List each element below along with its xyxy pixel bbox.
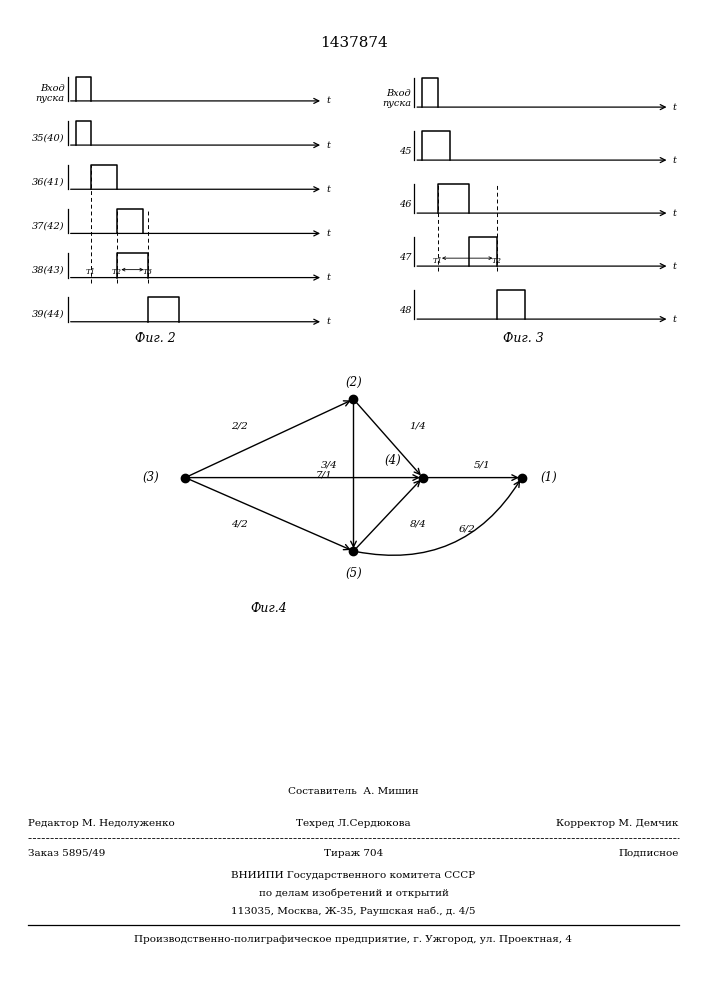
Text: 38(43): 38(43) [33, 266, 65, 275]
Text: T1: T1 [86, 268, 96, 276]
Text: (5): (5) [345, 567, 362, 580]
Text: по делам изобретений и открытий: по делам изобретений и открытий [259, 888, 448, 898]
Text: Производственно-полиграфическое предприятие, г. Ужгород, ул. Проектная, 4: Производственно-полиграфическое предприя… [134, 935, 573, 944]
Text: t: t [672, 103, 677, 112]
Text: 47: 47 [399, 253, 411, 262]
Text: t: t [672, 156, 677, 165]
Text: T2: T2 [492, 257, 502, 265]
Text: Фиг. 3: Фиг. 3 [503, 332, 544, 345]
Text: t: t [672, 315, 677, 324]
Text: ВНИИПИ Государственного комитета СССР: ВНИИПИ Государственного комитета СССР [231, 871, 476, 880]
Text: 7/1: 7/1 [315, 471, 332, 480]
Text: Вход
пуска: Вход пуска [35, 84, 65, 103]
Text: t: t [326, 96, 330, 105]
Text: (1): (1) [541, 471, 557, 484]
Text: Тираж 704: Тираж 704 [324, 849, 383, 858]
Text: t: t [326, 185, 330, 194]
Text: Подписное: Подписное [619, 849, 679, 858]
Text: Фиг. 2: Фиг. 2 [135, 332, 176, 345]
Text: 35(40): 35(40) [33, 133, 65, 142]
Text: T1: T1 [433, 257, 443, 265]
Text: Фиг.4: Фиг.4 [250, 602, 287, 615]
Text: 46: 46 [399, 200, 411, 209]
Text: 4/2: 4/2 [231, 520, 248, 529]
Text: 45: 45 [399, 147, 411, 156]
Text: t: t [326, 229, 330, 238]
Text: 48: 48 [399, 306, 411, 315]
Text: (2): (2) [345, 376, 362, 389]
Text: T2: T2 [112, 268, 122, 276]
Text: Заказ 5895/49: Заказ 5895/49 [28, 849, 105, 858]
Text: t: t [326, 273, 330, 282]
Text: 2/2: 2/2 [231, 422, 248, 431]
Text: (4): (4) [385, 454, 402, 467]
Text: (3): (3) [142, 471, 159, 484]
Text: 39(44): 39(44) [33, 310, 65, 319]
Text: T3: T3 [143, 268, 153, 276]
Text: Составитель  А. Мишин: Составитель А. Мишин [288, 787, 419, 796]
Text: 8/4: 8/4 [409, 520, 426, 529]
Text: 36(41): 36(41) [33, 177, 65, 186]
Text: 1/4: 1/4 [409, 422, 426, 431]
Text: t: t [672, 262, 677, 271]
Text: 3/4: 3/4 [320, 461, 337, 470]
Text: Вход
пуска: Вход пуска [382, 89, 411, 108]
Text: t: t [672, 209, 677, 218]
Text: 113035, Москва, Ж-35, Раушская наб., д. 4/5: 113035, Москва, Ж-35, Раушская наб., д. … [231, 906, 476, 916]
Text: 6/2: 6/2 [459, 525, 476, 534]
Text: 37(42): 37(42) [33, 222, 65, 231]
Text: Техред Л.Сердюкова: Техред Л.Сердюкова [296, 819, 411, 828]
Text: t: t [326, 141, 330, 150]
Text: 5/1: 5/1 [474, 461, 491, 470]
Text: Корректор М. Демчик: Корректор М. Демчик [556, 819, 679, 828]
Text: Редактор М. Недолуженко: Редактор М. Недолуженко [28, 819, 175, 828]
Text: 1437874: 1437874 [320, 36, 387, 50]
Text: t: t [326, 317, 330, 326]
